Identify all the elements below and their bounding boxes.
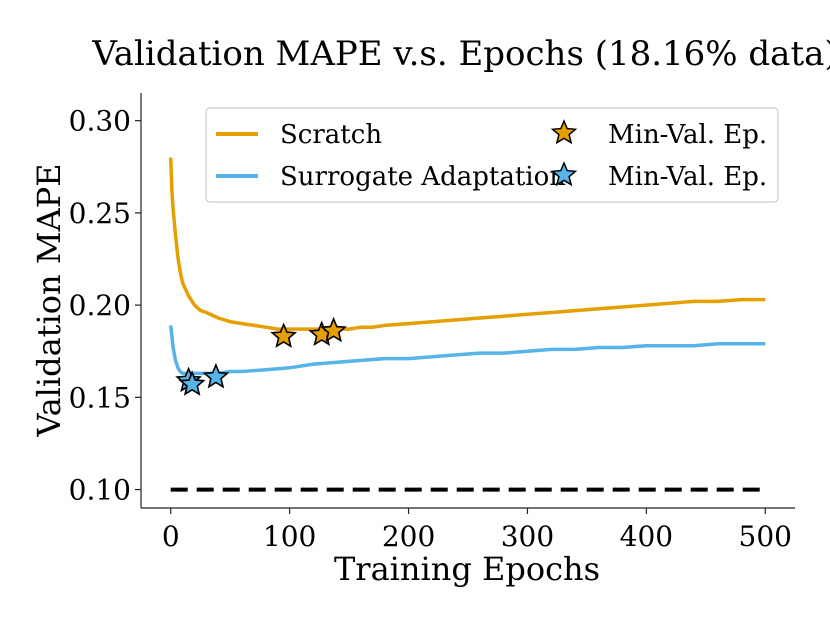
legend-label-surrogate-min: Min-Val. Ep.	[608, 162, 767, 192]
x-ticks: 0 100 200 300 400 500	[162, 508, 792, 553]
y-tick-label: 0.15	[69, 381, 131, 414]
legend-star-surrogate	[550, 161, 578, 187]
y-tick-label: 0.20	[69, 289, 131, 322]
x-tick-label: 400	[620, 520, 673, 553]
x-tick-label: 300	[501, 520, 554, 553]
x-tick-label: 0	[162, 520, 180, 553]
legend-star-scratch	[550, 119, 578, 145]
y-tick-label: 0.25	[69, 197, 131, 230]
legend-label-scratch: Scratch	[280, 120, 382, 150]
y-tick-label: 0.10	[69, 474, 131, 507]
min-val-star-surrogate	[202, 362, 230, 389]
legend-frame	[205, 107, 779, 203]
legend-label-scratch-min: Min-Val. Ep.	[608, 120, 767, 150]
x-tick-label: 500	[739, 520, 792, 553]
plot-area	[168, 157, 766, 492]
chart-title: Validation MAPE v.s. Epochs (18.16% data…	[91, 34, 830, 74]
legend: Scratch Min-Val. Ep. Surrogate Adaptatio…	[205, 107, 779, 203]
y-ticks: 0.10 0.15 0.20 0.25 0.30	[69, 105, 141, 507]
x-axis-label: Training Epochs	[334, 550, 600, 588]
x-tick-label: 200	[382, 520, 435, 553]
y-axis-label: Validation MAPE	[30, 163, 68, 437]
marker-layer	[175, 316, 347, 396]
y-tick-label: 0.30	[69, 105, 131, 138]
x-tick-label: 100	[263, 520, 316, 553]
min-val-star-scratch	[270, 322, 298, 348]
series-layer	[168, 157, 766, 492]
series-line-surrogate	[168, 325, 766, 376]
legend-label-surrogate: Surrogate Adaptation	[280, 162, 566, 192]
min-val-star-scratch	[320, 316, 347, 343]
min-val-star-surrogate	[178, 370, 206, 396]
